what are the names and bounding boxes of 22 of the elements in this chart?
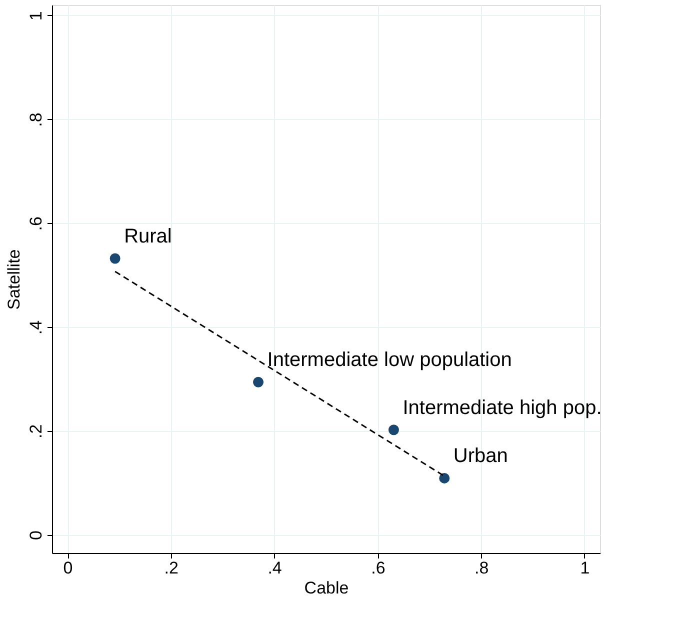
- annotation: Rural: [124, 225, 172, 248]
- x-tick-label: .6: [371, 558, 386, 578]
- annotation: Intermediate low population: [267, 349, 512, 372]
- y-tick-label: .8: [26, 112, 46, 127]
- point: [110, 253, 120, 264]
- annotation: Intermediate high pop.: [402, 396, 602, 419]
- point: [439, 472, 450, 484]
- y-axis-title: Satellite: [4, 249, 24, 310]
- point: [388, 424, 399, 436]
- annotation: Urban: [453, 445, 508, 468]
- x-tick-label: 1: [580, 558, 590, 578]
- x-axis-title: Cable: [304, 578, 349, 598]
- y-tick-label: 1: [26, 11, 46, 21]
- point: [253, 376, 264, 388]
- y-tick-label: .2: [26, 424, 46, 439]
- x-tick-label: .2: [164, 558, 178, 578]
- x-tick-label: .8: [474, 558, 489, 578]
- y-tick-label: 0: [26, 530, 46, 540]
- x-tick-label: .4: [268, 558, 282, 578]
- y-tick-label: .6: [26, 216, 46, 231]
- y-tick-label: .4: [26, 320, 46, 335]
- x-tick-label: 0: [63, 558, 73, 578]
